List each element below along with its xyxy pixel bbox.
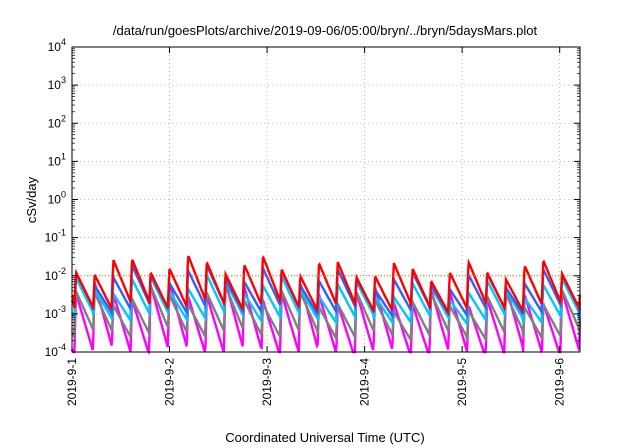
x-tick-label: 2019-9-1: [65, 358, 79, 406]
chart-title: /data/run/goesPlots/archive/2019-09-06/0…: [113, 23, 538, 38]
y-tick-label: 103: [48, 75, 66, 92]
y-tick-label: 10-2: [45, 266, 66, 283]
y-tick-label: 10-4: [45, 342, 66, 359]
x-tick-label: 2019-9-4: [358, 358, 372, 406]
x-tick-label: 2019-9-2: [163, 358, 177, 406]
y-tick-label: 10-3: [45, 304, 66, 321]
y-tick-label: 100: [48, 190, 66, 207]
axis-ticks: 10-4 10-3 10-2 10-1 100 101 102 103 104 2019-9-1 2…: [45, 37, 580, 406]
y-axis-label: cSv/day: [24, 176, 39, 223]
series-line: [70, 255, 581, 317]
x-tick-label: 2019-9-6: [553, 358, 567, 406]
x-tick-label: 2019-9-3: [260, 358, 274, 406]
x-tick-label: 2019-9-5: [455, 358, 469, 406]
plot-frame: [71, 46, 581, 353]
y-tick-label: 102: [48, 113, 66, 130]
x-axis-label: Coordinated Universal Time (UTC): [225, 430, 424, 445]
y-tick-label: 101: [48, 151, 66, 168]
y-tick-label: 10-1: [45, 228, 66, 245]
series-line: [70, 284, 581, 344]
data-series: [70, 255, 581, 355]
y-tick-label: 104: [48, 37, 66, 54]
series-line: [70, 273, 581, 327]
